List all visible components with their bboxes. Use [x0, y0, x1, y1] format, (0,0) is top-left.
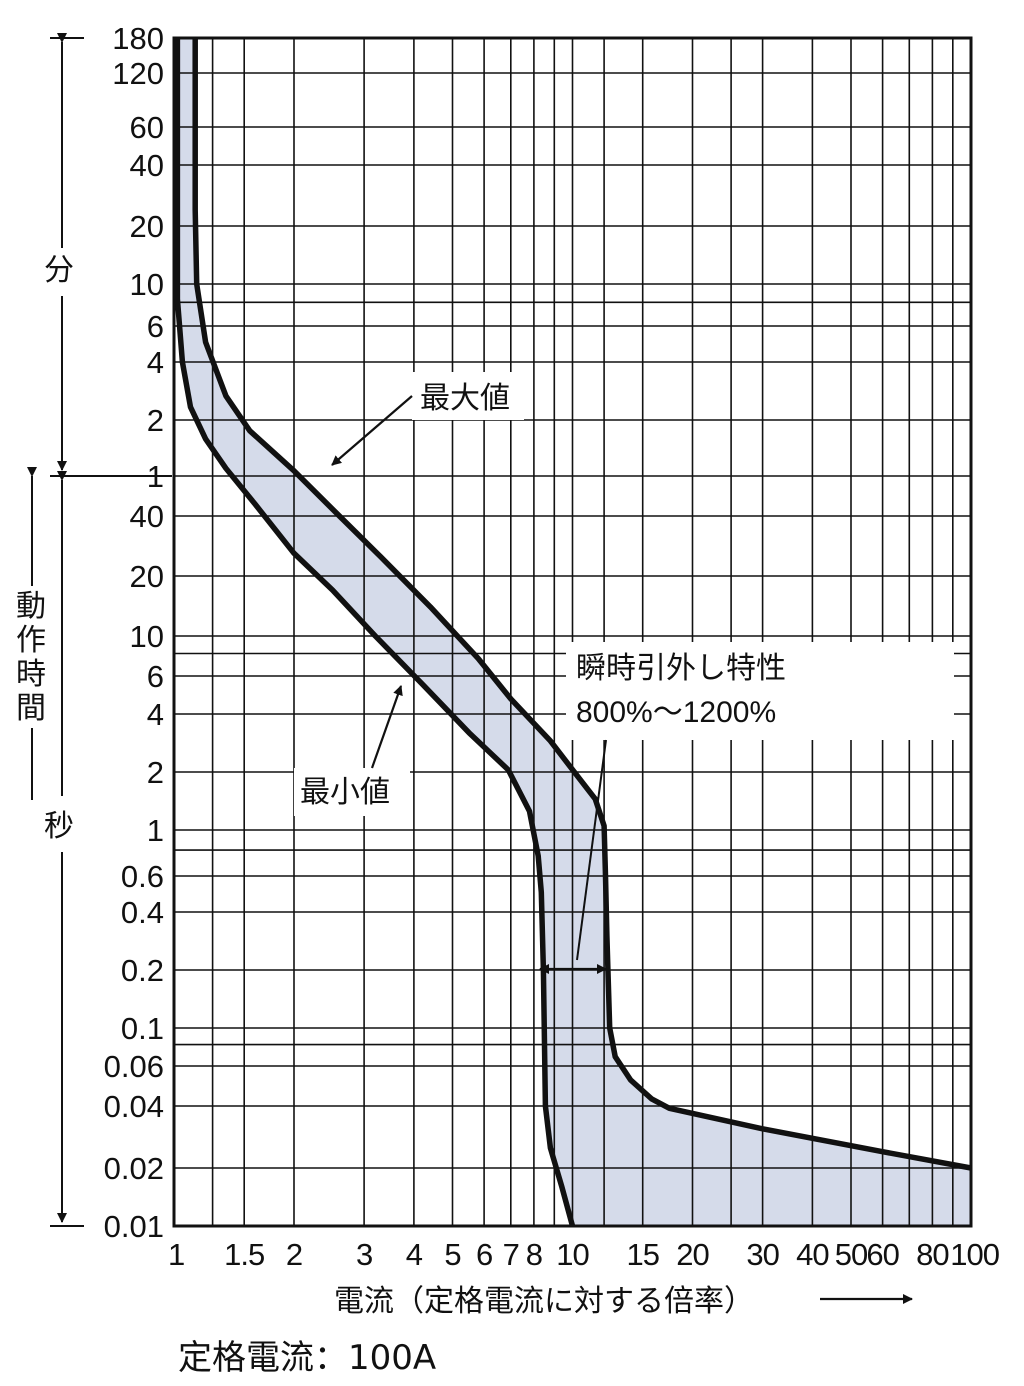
max-callout-bg [412, 372, 524, 420]
operating-time-char-1: 動 [16, 590, 46, 623]
max-callout: 最大値 [331, 372, 524, 466]
grid-layer [172, 36, 973, 1228]
axis-layer: 18012060402010642140201064210.60.40.20.1… [104, 21, 1001, 1272]
x-tick-label: 60 [866, 1237, 899, 1272]
y-tick-label: 0.06 [104, 1049, 164, 1084]
instant-title: 瞬時引外し特性 [576, 652, 786, 685]
y-tick-label: 40 [130, 148, 164, 183]
y-tick-label: 0.04 [104, 1089, 164, 1124]
curve-layer [174, 38, 972, 1227]
y-tick-label: 4 [147, 697, 164, 732]
instant-callout-bg [566, 642, 954, 740]
min-callout-bg [294, 768, 410, 816]
y-tick-label: 180 [112, 21, 164, 56]
min-arrow [370, 685, 403, 769]
y-tick-label: 60 [130, 110, 164, 145]
x-tick-label: 15 [626, 1237, 658, 1272]
y-tick-label: 0.1 [121, 1011, 164, 1046]
y-tick-label: 0.02 [104, 1151, 164, 1186]
x-tick-label: 40 [796, 1237, 829, 1272]
x-tick-label: 1 [168, 1237, 184, 1272]
min-callout: 最小値 [294, 685, 410, 816]
x-tick-label: 7 [503, 1237, 519, 1272]
x-tick-label: 1.5 [224, 1237, 264, 1272]
rated-current-note: 定格電流：100A [178, 1338, 437, 1378]
y-range-markers: 分 秒 動 作 時 間 [16, 33, 172, 1227]
minutes-label: 分 [44, 254, 74, 287]
y-tick-label: 120 [112, 56, 164, 91]
x-tick-label: 100 [950, 1237, 999, 1272]
x-tick-label: 30 [746, 1237, 779, 1272]
y-tick-label: 0.4 [121, 895, 164, 930]
min-label: 最小値 [300, 776, 390, 809]
trip-band-layer [177, 38, 971, 1226]
y-tick-label: 2 [147, 755, 164, 790]
y-tick-label: 6 [147, 659, 164, 694]
y-tick-label: 6 [147, 309, 164, 344]
y-tick-label: 0.01 [104, 1209, 164, 1244]
x-tick-label: 50 [835, 1237, 868, 1272]
max-arrow [331, 395, 413, 466]
x-tick-label: 5 [444, 1237, 460, 1272]
seconds-label: 秒 [44, 810, 74, 843]
instant-callout: 瞬時引外し特性 800%〜1200% [539, 642, 954, 974]
operating-time-char-4: 間 [16, 692, 46, 725]
max-curve [192, 38, 972, 1171]
y-tick-label: 40 [130, 499, 164, 534]
x-tick-label: 6 [476, 1237, 492, 1272]
y-tick-label: 0.6 [121, 859, 164, 894]
trip-band-area [177, 38, 971, 1226]
operating-time-char-3: 時 [16, 658, 46, 691]
y-tick-label: 4 [147, 345, 164, 380]
operating-time-char-2: 作 [16, 624, 46, 657]
min-curve [174, 38, 576, 1227]
y-tick-label: 10 [130, 619, 164, 654]
y-tick-label: 20 [130, 559, 164, 594]
x-tick-label: 80 [916, 1237, 949, 1272]
x-axis-title: 電流（定格電流に対する倍率） [334, 1285, 913, 1318]
y-tick-label: 1 [147, 813, 164, 848]
x-tick-label: 8 [526, 1237, 542, 1272]
x-axis-label: 電流（定格電流に対する倍率） [334, 1285, 754, 1318]
y-tick-label: 20 [130, 209, 164, 244]
x-tick-label: 20 [676, 1237, 709, 1272]
instant-leader [576, 739, 607, 961]
x-tick-label: 4 [406, 1237, 423, 1272]
y-tick-label: 0.2 [121, 953, 164, 988]
y-tick-label: 10 [130, 267, 164, 302]
y-tick-label: 2 [147, 403, 164, 438]
x-tick-label: 2 [286, 1237, 302, 1272]
instant-range: 800%〜1200% [576, 696, 776, 729]
x-tick-label: 3 [356, 1237, 372, 1272]
max-label: 最大値 [420, 382, 510, 415]
x-tick-label: 10 [556, 1237, 589, 1272]
